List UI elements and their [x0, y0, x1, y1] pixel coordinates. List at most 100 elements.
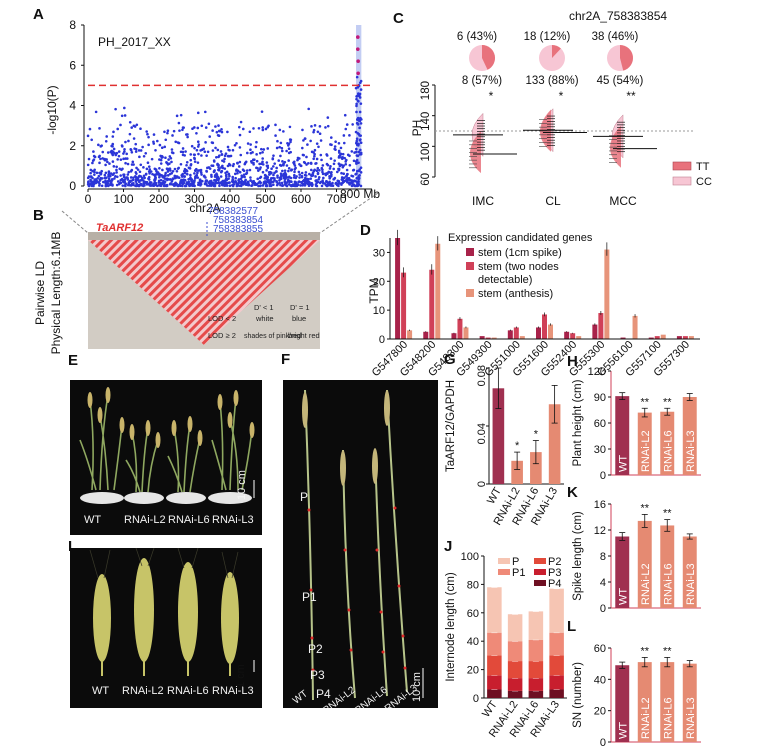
snp-point — [359, 148, 362, 152]
snp-point — [132, 124, 136, 128]
snp-point — [220, 180, 224, 184]
internode-label-p4: P4 — [316, 687, 331, 701]
snp-point — [328, 180, 331, 184]
snp-point — [86, 176, 90, 180]
snp-point — [119, 174, 122, 177]
snp-point — [126, 178, 130, 181]
snp-point — [143, 176, 146, 180]
snp-point — [357, 132, 361, 136]
snp-point — [255, 140, 258, 144]
snp-point — [337, 168, 341, 172]
snp-point — [112, 172, 116, 175]
manhattan-title: PH_2017_XX — [98, 35, 171, 49]
snp-point — [333, 147, 336, 151]
snp-point — [319, 180, 323, 184]
snp-point — [196, 161, 200, 164]
snp-point — [127, 139, 130, 143]
snp-point — [287, 144, 290, 147]
snp-point — [223, 154, 227, 158]
snp-point — [283, 171, 287, 175]
snp-point — [177, 166, 181, 170]
snp-point — [203, 110, 207, 114]
snp-point — [135, 166, 138, 170]
snp-point — [342, 172, 346, 175]
snp-point — [275, 166, 278, 170]
snp-point — [104, 179, 107, 183]
snp-point — [107, 171, 111, 174]
stacked-segment — [487, 675, 502, 690]
snp-point — [278, 163, 282, 167]
snp-point — [183, 184, 187, 188]
snp-point — [182, 169, 186, 173]
snp-point — [154, 168, 158, 171]
snp-point — [311, 172, 314, 176]
snp-point — [181, 147, 185, 150]
snp-point — [329, 165, 332, 168]
snp-point — [303, 180, 307, 184]
snp-point — [273, 179, 276, 182]
snp-point — [278, 181, 281, 185]
snp-point — [228, 174, 231, 178]
pie-tt-count: 18 (12%) — [524, 31, 571, 43]
snp-point — [147, 178, 151, 181]
snp-point — [181, 128, 184, 132]
snp-point — [98, 182, 101, 186]
y-label: TaARF12/GAPDH — [445, 380, 457, 472]
snp-point — [255, 166, 258, 170]
snp-point — [196, 145, 200, 148]
y-tick-label: 0 — [476, 481, 488, 487]
legend-swatch-2 — [466, 262, 474, 270]
tt-distribution — [470, 131, 481, 174]
expression-bar — [570, 333, 576, 339]
snp-point — [215, 173, 219, 177]
expression-bar — [479, 336, 485, 339]
snp-point — [351, 123, 354, 126]
snp-point — [276, 139, 279, 143]
snp-point — [193, 153, 196, 157]
snp-point — [281, 160, 284, 163]
photo-whole-plants: WT RNAi-L2 RNAi-L6 RNAi-L3 10 cm — [70, 380, 262, 535]
snp-point — [342, 134, 346, 137]
snp-point — [337, 149, 341, 153]
snp-point — [197, 152, 200, 156]
snp-point — [296, 158, 299, 162]
ph-distributions: * IMC * CL ** MCC — [453, 89, 657, 208]
snp-point — [234, 176, 237, 180]
snp-point — [321, 170, 324, 174]
snp-point — [228, 163, 232, 167]
snp-point — [129, 148, 133, 152]
y-tick-label: 80 — [467, 579, 479, 591]
snp-point — [287, 167, 291, 170]
spikes-drawing — [89, 548, 255, 676]
snp-point — [236, 171, 239, 175]
snp-point — [167, 158, 170, 161]
snp-point — [309, 161, 313, 165]
snp-point — [274, 134, 277, 137]
snp-point — [289, 180, 293, 183]
snp-point — [238, 146, 242, 149]
snp-point — [208, 135, 212, 138]
snp-point — [267, 170, 271, 174]
significance-mark: * — [559, 89, 564, 103]
snp-point — [101, 180, 105, 184]
snp-point — [115, 165, 118, 169]
snp-point — [312, 130, 315, 134]
expression-bar — [632, 315, 638, 339]
snp-point — [348, 134, 351, 137]
legend-label: P3 — [548, 567, 561, 579]
snp-point — [256, 169, 260, 172]
snp-point — [313, 148, 317, 152]
snp-point — [106, 151, 110, 154]
snp-point — [237, 125, 241, 129]
snp-point — [120, 177, 124, 181]
snp-point — [138, 180, 141, 184]
snp-point — [235, 141, 238, 145]
snp-point — [307, 161, 310, 165]
snp-point — [196, 111, 200, 115]
snp-point — [292, 176, 296, 179]
snp-point — [244, 160, 248, 164]
snp-point — [315, 157, 319, 161]
snp-point — [223, 182, 227, 185]
snp-point — [271, 157, 275, 160]
snp-point — [248, 168, 252, 172]
